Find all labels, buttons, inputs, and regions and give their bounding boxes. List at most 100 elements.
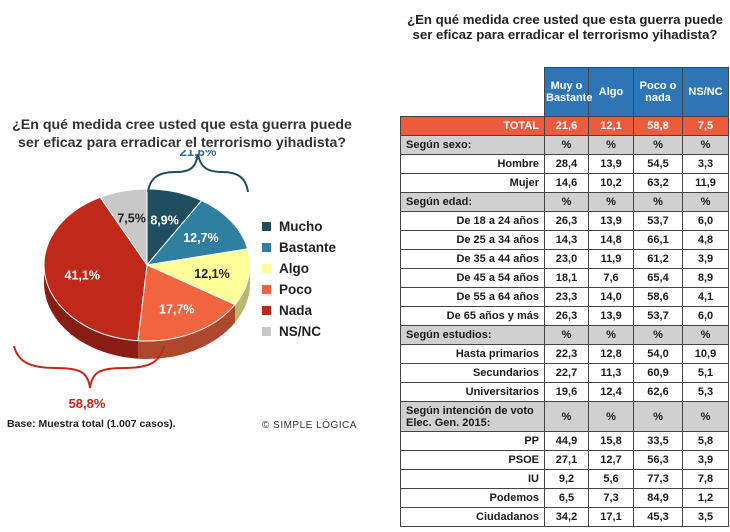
table-cell: % — [544, 325, 589, 345]
legend-item-bastante: Bastante — [262, 237, 336, 258]
legend-label-poco: Poco — [279, 282, 313, 297]
table-cell: 7,8 — [682, 469, 729, 489]
pie-label-poco: 17,7% — [159, 302, 194, 316]
table-row: De 55 a 64 años 23,3 14,0 58,6 4,1 — [400, 287, 729, 307]
table-row: Hombre 28,4 13,9 54,5 3,3 — [400, 154, 729, 174]
pie-slice-algo — [145, 248, 251, 306]
pie-slice-bastante — [145, 199, 249, 266]
table-cell: 3,5 — [682, 507, 729, 527]
table-cell: 12,7 — [588, 450, 634, 470]
table-cell: 1,2 — [682, 488, 729, 508]
legend-swatch-poco — [262, 285, 271, 294]
table-cell: 53,7 — [633, 211, 683, 231]
table-row: PP 44,9 15,8 33,5 5,8 — [400, 431, 729, 451]
pie-label-algo: 12,1% — [194, 267, 229, 281]
table-cell: 3,9 — [682, 249, 729, 269]
table-cell: 6,0 — [682, 211, 729, 231]
table-cell: 3,3 — [682, 154, 729, 174]
table-cell: % — [682, 401, 729, 432]
table-cell: % — [588, 325, 634, 345]
table-row: Secundarios 22,7 11,3 60,9 5,1 — [400, 363, 729, 383]
table-cell: % — [633, 325, 683, 345]
table-cell: % — [682, 192, 729, 212]
table-cell: 34,2 — [544, 507, 589, 527]
table-cell: 6,5 — [544, 488, 589, 508]
table-title: ¿En qué medida cree usted que esta guerr… — [407, 12, 723, 42]
table-cell: 17,1 — [588, 507, 634, 527]
table-cell: 8,9 — [682, 268, 729, 288]
table-cell: 77,3 — [633, 469, 683, 489]
chart-legend: Mucho Bastante Algo Poco Nada NS/NC — [262, 216, 336, 342]
table-cell: 4,1 — [682, 287, 729, 307]
table-cell: 12,4 — [588, 382, 634, 402]
table-row: Ciudadanos 34,2 17,1 45,3 3,5 — [400, 507, 729, 527]
copyright-icon: © — [262, 420, 270, 431]
table-cell: 19,6 — [544, 382, 589, 402]
table-cell: % — [588, 401, 634, 432]
section-row: Según sexo:%%%% — [400, 135, 729, 155]
legend-swatch-algo — [262, 264, 271, 273]
row-label: De 45 a 54 años — [400, 268, 545, 288]
table-cell: 62,6 — [633, 382, 683, 402]
table-cell: 14,8 — [588, 230, 634, 250]
table-cell: 28,4 — [544, 154, 589, 174]
negative-group-label: 58,8% — [69, 396, 106, 411]
table-cell: 5,8 — [682, 431, 729, 451]
row-label: De 18 a 24 años — [400, 211, 545, 231]
brand-name: SIMPLE LÓGICA — [273, 420, 357, 431]
legend-label-mucho: Mucho — [279, 219, 323, 234]
table-cell: % — [544, 135, 589, 155]
table-row: De 18 a 24 años 26,3 13,9 53,7 6,0 — [400, 211, 729, 231]
table-cell: 65,4 — [633, 268, 683, 288]
column-header: Algo — [588, 67, 634, 117]
positive-group-label: 21,6% — [180, 150, 217, 159]
row-label: TOTAL — [400, 116, 545, 136]
table-row: De 35 a 44 años 23,0 11,9 61,2 3,9 — [400, 249, 729, 269]
table-cell: 3,9 — [682, 450, 729, 470]
table-cell: 45,3 — [633, 507, 683, 527]
row-label: Según edad: — [400, 192, 545, 212]
pie-slice-nada — [43, 196, 148, 342]
table-header-row: Muy o Bastante Algo Poco o nada NS/NC — [400, 67, 729, 117]
row-label: De 35 a 44 años — [400, 249, 545, 269]
table-row: Universitarios 19,6 12,4 62,6 5,3 — [400, 382, 729, 402]
pie-label-nada: 41,1% — [65, 268, 100, 282]
legend-item-ns-nc: NS/NC — [262, 321, 336, 342]
table-cell: 22,3 — [544, 344, 589, 364]
table-cell: 5,1 — [682, 363, 729, 383]
chart-title: ¿En qué medida cree usted que esta guerr… — [12, 117, 352, 151]
table-cell: 63,2 — [633, 173, 683, 193]
positive-group-brace — [147, 153, 249, 193]
table-cell: 61,2 — [633, 249, 683, 269]
table-cell: 26,3 — [544, 211, 589, 231]
row-label: De 25 a 34 años — [400, 230, 545, 250]
section-row: Según estudios:%%%% — [400, 325, 729, 345]
legend-item-algo: Algo — [262, 258, 336, 279]
table-cell: 58,8 — [633, 116, 683, 136]
table-cell: 84,9 — [633, 488, 683, 508]
table-cell: 44,9 — [544, 431, 589, 451]
table-cell: 58,6 — [633, 287, 683, 307]
table-cell: 14,6 — [544, 173, 589, 193]
pie-label-mucho: 8,9% — [150, 214, 179, 228]
table-cell: 18,1 — [544, 268, 589, 288]
table-cell: 26,3 — [544, 306, 589, 326]
pie-label-ns-nc: 7,5% — [117, 212, 146, 226]
pie-side-nada — [44, 265, 138, 359]
legend-swatch-ns-nc — [262, 327, 271, 336]
table-cell: % — [682, 135, 729, 155]
table-cell: % — [544, 192, 589, 212]
table-cell: 12,1 — [588, 116, 634, 136]
table-cell: 23,3 — [544, 287, 589, 307]
table-row: IU 9,2 5,6 77,3 7,8 — [400, 469, 729, 489]
table-cell: 7,3 — [588, 488, 634, 508]
row-label: Universitarios — [400, 382, 545, 402]
table-cell: 11,9 — [682, 173, 729, 193]
row-label: Hombre — [400, 154, 545, 174]
legend-label-nada: Nada — [279, 303, 313, 318]
legend-swatch-nada — [262, 306, 271, 315]
table-cell: 11,3 — [588, 363, 634, 383]
table-cell: 23,0 — [544, 249, 589, 269]
table-cell: 13,9 — [588, 211, 634, 231]
row-label: Ciudadanos — [400, 507, 545, 527]
